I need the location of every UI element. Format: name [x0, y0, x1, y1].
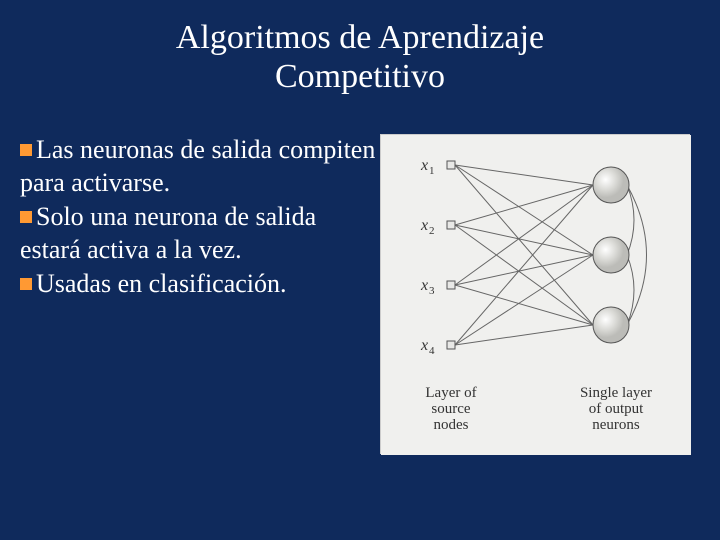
network-diagram: x1x2x3x4Layer ofsourcenodesSingle layero…	[380, 134, 690, 454]
svg-text:Single layer: Single layer	[580, 385, 652, 401]
bullet-lead: Solo	[36, 202, 84, 231]
svg-text:x: x	[420, 277, 428, 294]
svg-text:1: 1	[429, 165, 435, 177]
diagram-column: x1x2x3x4Layer ofsourcenodesSingle layero…	[380, 134, 700, 454]
list-item: Solo una neurona de salida estará activa…	[20, 201, 380, 266]
content-row: Las neuronas de salida compiten para act…	[0, 134, 720, 454]
title-line2: Competitivo	[275, 58, 445, 95]
svg-text:neurons: neurons	[592, 417, 640, 433]
bullet-lead: Usadas	[36, 269, 111, 298]
bullet-lead: Las	[36, 135, 74, 164]
svg-text:source: source	[431, 401, 470, 417]
list-item: Usadas en clasificación.	[20, 268, 380, 301]
svg-text:2: 2	[429, 225, 435, 237]
list-item: Las neuronas de salida compiten para act…	[20, 134, 380, 199]
svg-text:3: 3	[429, 285, 435, 297]
network-svg: x1x2x3x4Layer ofsourcenodesSingle layero…	[381, 135, 691, 455]
svg-text:of output: of output	[589, 401, 644, 417]
slide-title: Algoritmos de Aprendizaje Competitivo	[0, 0, 720, 96]
title-line1: Algoritmos de Aprendizaje	[176, 19, 544, 56]
bullet-icon	[20, 144, 32, 156]
bullet-icon	[20, 211, 32, 223]
svg-text:4: 4	[429, 345, 435, 357]
svg-text:x: x	[420, 217, 428, 234]
svg-text:nodes: nodes	[434, 417, 469, 433]
bullet-rest: neuronas de salida compiten para activar…	[20, 135, 375, 197]
bullet-icon	[20, 278, 32, 290]
bullet-list: Las neuronas de salida compiten para act…	[20, 134, 380, 454]
svg-text:x: x	[420, 337, 428, 354]
svg-text:x: x	[420, 157, 428, 174]
svg-text:Layer of: Layer of	[425, 385, 476, 401]
bullet-rest: en clasificación.	[111, 269, 286, 298]
